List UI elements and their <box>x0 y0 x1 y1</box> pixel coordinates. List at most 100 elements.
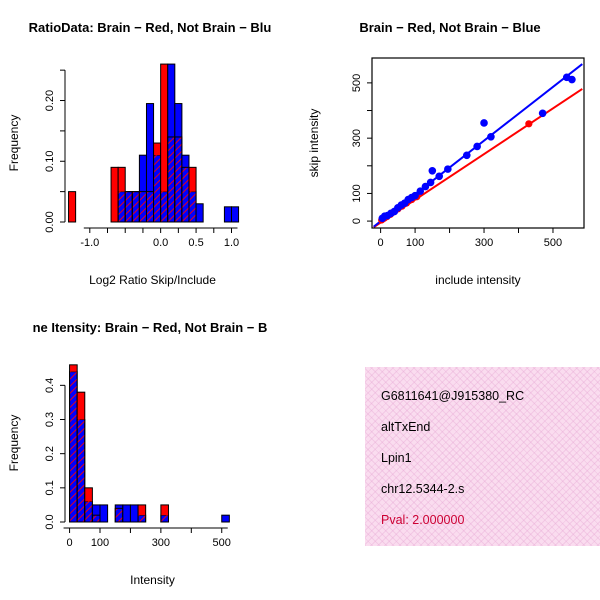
y-tick-label: 300 <box>351 129 363 147</box>
hist-bar <box>122 504 131 523</box>
blue-point <box>428 166 437 175</box>
blue-point <box>462 151 471 160</box>
hist-bar <box>129 504 139 523</box>
hist-bar <box>167 63 176 223</box>
y-tick-label: 0.2 <box>44 446 56 461</box>
y-axis-label: skip intensity <box>307 109 321 178</box>
x-axis-label: include intensity <box>435 273 520 287</box>
red-bar-outline <box>68 191 77 223</box>
x-tick-label: 500 <box>544 237 562 249</box>
hist-bar <box>195 203 204 223</box>
blue-point <box>473 142 481 151</box>
x-tick-label: 0.0 <box>153 237 168 249</box>
blue-point <box>444 165 452 173</box>
y-tick-label: 0.1 <box>44 480 56 495</box>
blue-bar <box>129 504 139 523</box>
chart-title: RatioData: Brain − Red, Not Brain − Blu <box>29 20 272 35</box>
x-tick-label: 300 <box>152 537 170 549</box>
red-hatch-overlap <box>92 515 100 522</box>
red-hatch-overlap <box>181 167 189 222</box>
y-tick-label: 0.3 <box>44 412 56 427</box>
red-hatch-overlap <box>138 515 146 522</box>
y-tick-label: 0.20 <box>44 90 56 111</box>
y-tick-label: 0.10 <box>44 151 56 172</box>
red-hatch-overlap <box>77 419 85 522</box>
blue-bar <box>195 203 204 223</box>
hist-bar <box>131 191 140 223</box>
y-tick-label: 100 <box>351 184 363 202</box>
x-tick-label: 0 <box>378 237 384 249</box>
hist-bar <box>174 103 183 223</box>
log2-ratio-histogram: -1.0 0.0 0.5 1.0 0.00 0.10 0.20 RatioData: Brai… <box>7 20 272 287</box>
hist-bar <box>137 504 147 523</box>
blue-point <box>480 119 488 127</box>
hist-bar <box>76 391 86 523</box>
y-tick-label: 0.4 <box>44 378 56 393</box>
plot-content <box>373 63 583 228</box>
gene-name-text: Lpin1 <box>381 451 412 465</box>
red-bar-outline <box>188 166 197 223</box>
blue-point <box>568 75 576 84</box>
red-hatch-overlap <box>153 155 161 222</box>
red-bar <box>69 364 78 372</box>
hist-bar <box>221 514 230 523</box>
red-hatch-overlap <box>125 191 133 222</box>
hist-bar <box>153 142 162 223</box>
red-bar <box>138 504 146 516</box>
blue-point <box>411 191 419 200</box>
hist-bar <box>223 206 232 223</box>
red-bar <box>160 64 168 192</box>
hist-bar <box>110 166 119 223</box>
hist-bar <box>160 63 169 223</box>
hist-bar <box>68 191 77 223</box>
red-bar <box>68 191 76 222</box>
blue-point <box>416 187 425 196</box>
hist-bar <box>188 166 197 223</box>
y-axis-label: Frequency <box>7 415 21 472</box>
red-bar <box>77 392 85 420</box>
red-hatch-overlap <box>146 191 154 222</box>
red-bar-outline <box>137 504 147 523</box>
red-hatch-overlap <box>167 136 175 222</box>
x-tick-label: 100 <box>91 537 109 549</box>
chart-title: Brain − Red, Not Brain − Blue <box>359 20 540 35</box>
red-hatch-overlap <box>69 371 78 522</box>
hist-bar <box>145 103 155 223</box>
red-hatch-overlap <box>188 191 197 222</box>
chart-title: ne Itensity: Brain − Red, Not Brain − B <box>33 320 268 335</box>
red-point <box>525 120 533 128</box>
red-hatch-overlap <box>139 191 147 222</box>
blue-bar <box>122 504 131 523</box>
y-tick-label: 500 <box>351 74 363 92</box>
hist-bar <box>138 154 147 223</box>
red-bar <box>160 504 169 516</box>
blue-bar <box>221 514 230 523</box>
blue-bar <box>99 504 109 523</box>
hist-bar <box>114 504 124 523</box>
red-hatch-overlap <box>160 191 168 222</box>
blue-point <box>421 182 430 191</box>
red-bar <box>188 167 197 192</box>
blue-point <box>426 178 435 187</box>
hist-bar <box>84 487 93 523</box>
x-tick-label: -1.0 <box>80 237 99 249</box>
y-tick-label: 0.0 <box>44 514 56 529</box>
blue-point <box>435 172 444 181</box>
y-tick-label: 0.00 <box>44 211 56 232</box>
intensity-scatter-plot: 0 100 300 500 0 100 300 500 Brain − Red, Not Bra… <box>307 20 585 287</box>
hist-bar <box>99 504 109 523</box>
hist-bar <box>117 166 126 223</box>
x-tick-label: 500 <box>213 537 231 549</box>
blue-bar <box>230 206 240 223</box>
intensity-histogram: 0 100 300 500 0.0 0.1 0.2 0.3 0.4 ne Itensity: Br… <box>7 320 268 587</box>
event-type-text: altTxEnd <box>381 420 431 434</box>
hist-bar <box>124 191 133 223</box>
pval-text: Pval: 2.000000 <box>381 513 465 527</box>
red-bar-outline <box>160 504 169 523</box>
locus-text: chr12.5344-2.s <box>381 482 465 496</box>
y-tick-label: 0 <box>351 218 363 224</box>
red-bar <box>84 487 93 502</box>
red-bar <box>111 167 119 222</box>
x-tick-label: 0 <box>67 537 73 549</box>
